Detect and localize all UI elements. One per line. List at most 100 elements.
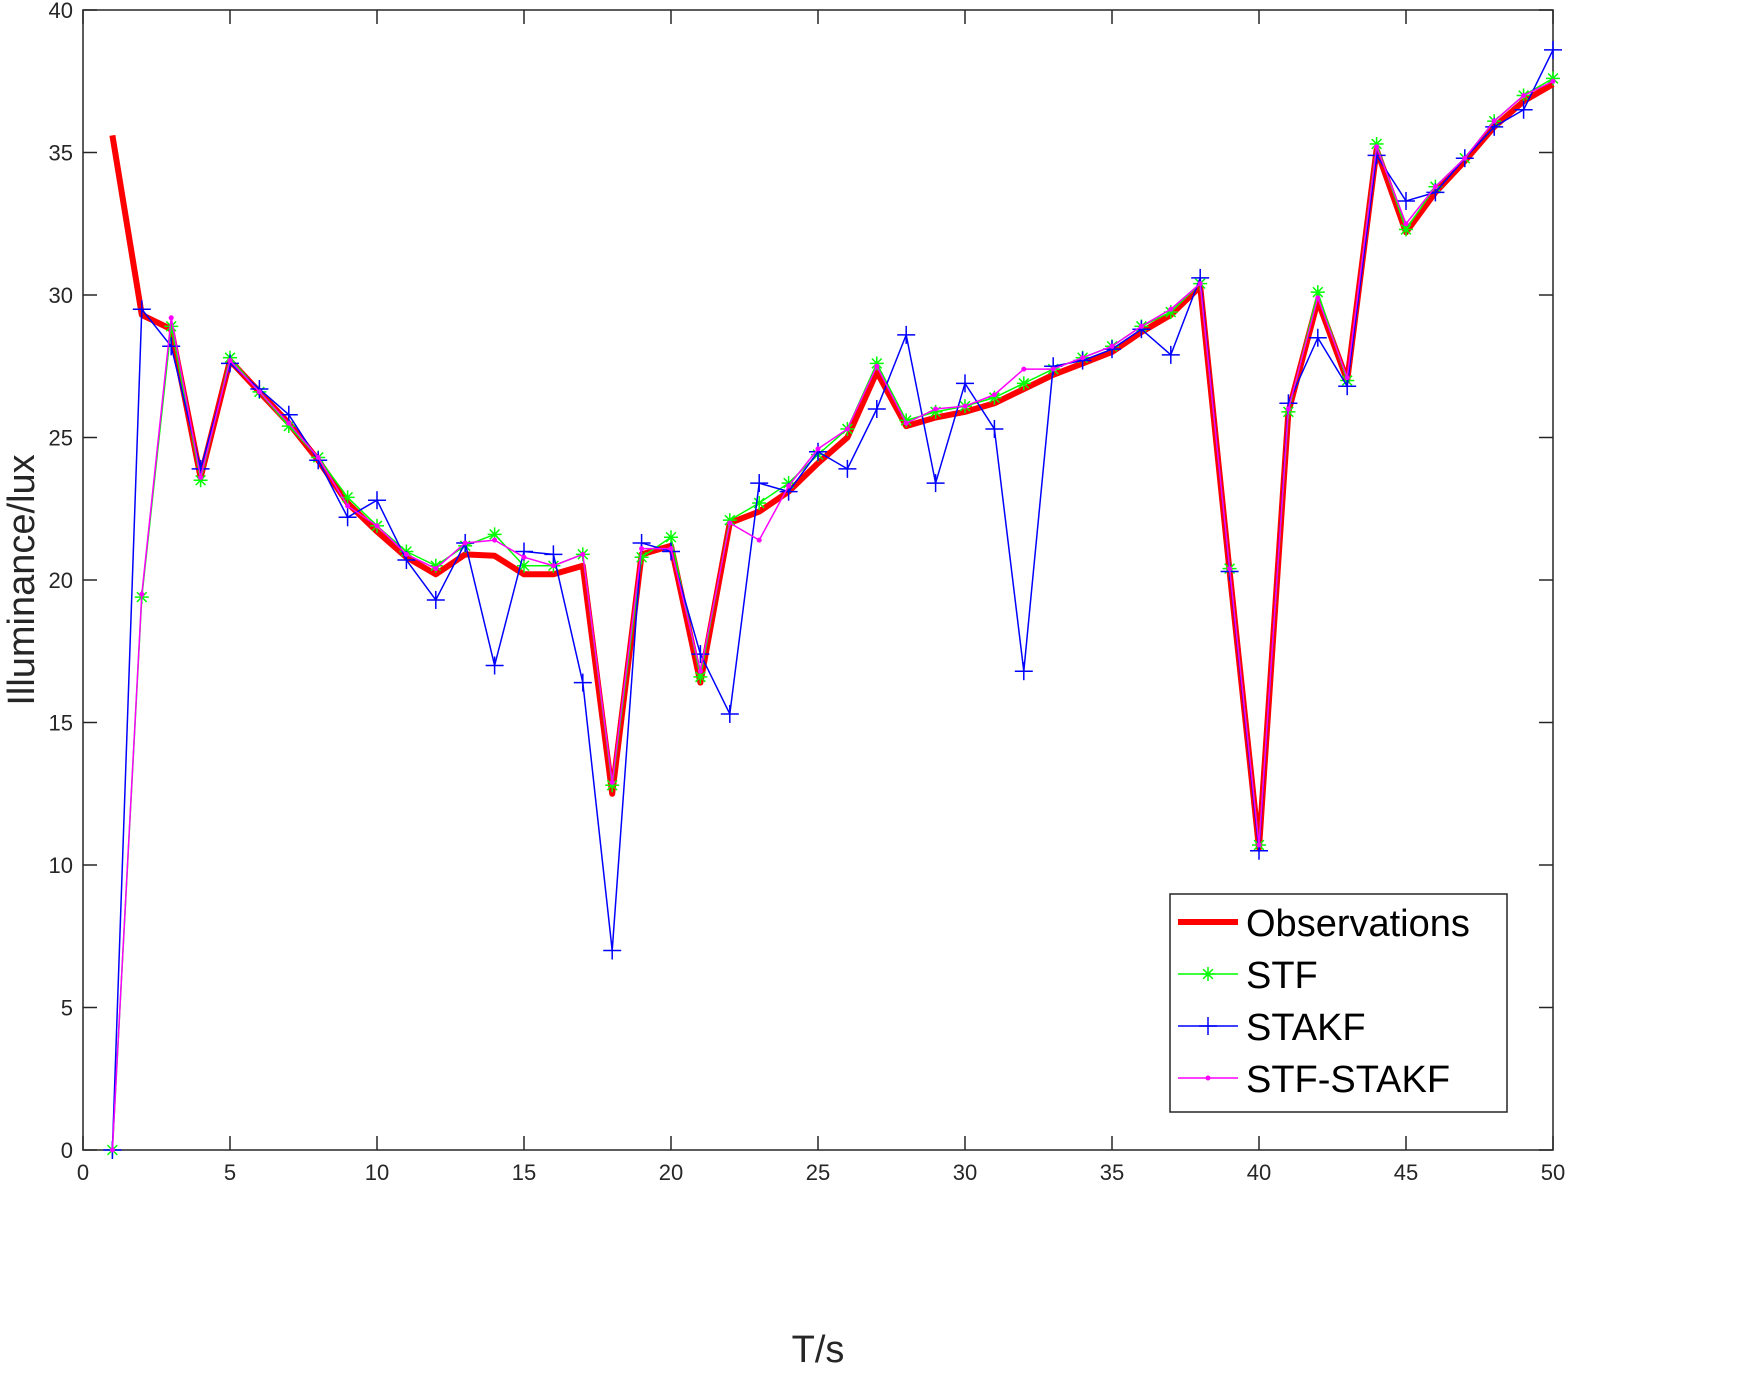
marker [1256, 842, 1262, 848]
marker-dot [815, 446, 821, 452]
marker [867, 400, 886, 418]
marker-dot [1491, 118, 1497, 124]
marker-dot [1227, 566, 1233, 572]
y-tick-label: 35 [49, 141, 73, 166]
marker [1014, 662, 1033, 681]
marker-dot [1315, 295, 1321, 301]
marker-dot [403, 551, 409, 557]
marker [368, 491, 386, 510]
marker [1432, 184, 1438, 190]
marker [1397, 191, 1415, 210]
marker [985, 419, 1004, 438]
marker [1227, 566, 1233, 572]
marker-stroke [1165, 306, 1177, 318]
marker [1514, 100, 1533, 119]
marker-dot [198, 474, 204, 480]
marker-dot [550, 563, 556, 569]
marker [345, 503, 351, 509]
marker [639, 546, 645, 552]
marker [605, 778, 620, 793]
marker [1050, 366, 1056, 372]
marker-dot [1138, 323, 1144, 329]
marker-dot [727, 520, 733, 526]
legend-label: Observations [1246, 903, 1470, 945]
legend-label: STAKF [1246, 1007, 1366, 1049]
y-tick-label: 5 [61, 996, 73, 1021]
x-tick-label: 15 [512, 1160, 536, 1185]
marker [338, 508, 357, 527]
x-tick-label: 30 [953, 1160, 977, 1185]
marker [956, 374, 974, 393]
marker-stroke [1400, 224, 1412, 235]
x-tick-label: 20 [659, 1160, 683, 1185]
series-line [111, 49, 1554, 1151]
marker-dot [609, 779, 615, 785]
marker [664, 530, 678, 545]
marker-dot [844, 426, 850, 432]
marker [926, 474, 945, 493]
marker-stroke [988, 392, 1000, 404]
y-tick-label: 10 [49, 853, 73, 878]
marker-dot [1344, 375, 1350, 381]
marker-dot [1109, 343, 1115, 349]
marker [374, 523, 380, 529]
marker [1016, 376, 1031, 391]
marker [786, 483, 792, 489]
marker-dot [903, 420, 909, 426]
marker [869, 356, 884, 371]
x-tick-label: 50 [1541, 1160, 1565, 1185]
x-tick-label: 35 [1100, 1160, 1124, 1185]
marker [720, 704, 739, 723]
marker-dot [580, 551, 586, 557]
legend-label: STF [1246, 955, 1318, 997]
x-tick-label: 0 [77, 1160, 89, 1185]
marker-stroke [1018, 377, 1030, 389]
legend: Observations STF STAKF STF-STAKF [1169, 893, 1508, 1113]
marker-stroke [165, 320, 177, 332]
marker [227, 358, 233, 364]
marker-dot [315, 454, 321, 460]
x-tick-label: 40 [1247, 1160, 1271, 1185]
marker [1369, 136, 1384, 151]
y-tick-label: 40 [49, 0, 73, 23]
marker-dot [462, 540, 468, 546]
marker [462, 540, 468, 546]
x-tick-label: 25 [806, 1160, 830, 1185]
marker-dot [1521, 93, 1527, 98]
marker [987, 390, 1002, 405]
marker-stroke [283, 420, 295, 432]
marker-dot [139, 591, 145, 597]
marker-dot [256, 389, 262, 395]
marker-stroke [871, 357, 883, 369]
marker-dot [874, 363, 880, 369]
y-tick-label: 30 [49, 283, 73, 308]
marker [279, 405, 298, 424]
marker-dot [1462, 155, 1468, 161]
marker [250, 380, 269, 399]
marker [433, 566, 439, 572]
marker [485, 656, 504, 675]
marker [109, 1147, 115, 1153]
x-tick-label: 45 [1394, 1160, 1418, 1185]
marker [544, 545, 563, 564]
marker [1161, 345, 1180, 364]
marker [1285, 406, 1291, 412]
marker-dot [991, 392, 997, 398]
marker [492, 537, 498, 543]
marker-stroke [606, 779, 618, 791]
marker [1521, 93, 1527, 98]
marker [697, 668, 703, 674]
marker-stroke [900, 414, 912, 426]
marker [132, 300, 151, 319]
marker [1199, 1017, 1217, 1035]
marker-dot [1168, 306, 1174, 312]
marker-dot [286, 420, 292, 426]
marker-stroke [430, 560, 442, 572]
marker-dot [168, 315, 174, 321]
marker [691, 645, 710, 664]
marker [1491, 118, 1497, 124]
marker [668, 546, 674, 552]
y-tick-label: 0 [61, 1138, 73, 1163]
marker [1197, 281, 1203, 287]
marker-dot [1432, 184, 1438, 190]
